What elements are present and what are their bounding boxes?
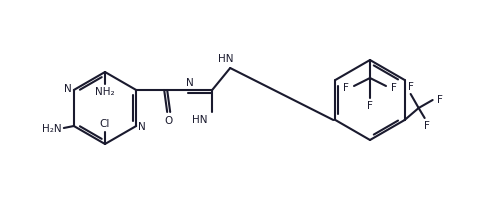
Text: N: N bbox=[186, 78, 194, 88]
Text: O: O bbox=[164, 116, 172, 126]
Text: F: F bbox=[391, 83, 397, 93]
Text: HN: HN bbox=[218, 54, 234, 64]
Text: N: N bbox=[138, 122, 146, 132]
Text: F: F bbox=[408, 82, 413, 92]
Text: F: F bbox=[343, 83, 349, 93]
Text: F: F bbox=[437, 95, 443, 105]
Text: F: F bbox=[367, 101, 373, 111]
Text: N: N bbox=[64, 84, 72, 94]
Text: F: F bbox=[424, 121, 430, 131]
Text: NH₂: NH₂ bbox=[95, 87, 115, 97]
Text: H₂N: H₂N bbox=[42, 124, 62, 134]
Text: Cl: Cl bbox=[100, 119, 110, 129]
Text: HN: HN bbox=[193, 115, 208, 125]
